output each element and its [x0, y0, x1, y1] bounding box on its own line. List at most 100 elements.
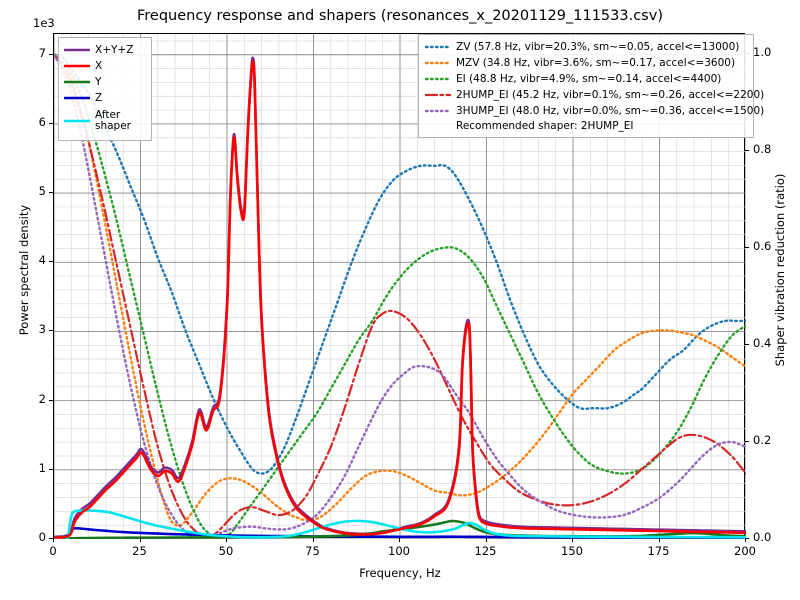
legend-item-2hump_ei[interactable]: 2HUMP_EI (45.2 Hz, vibr=0.1%, sm~=0.26, …: [425, 87, 764, 103]
y-tick-mark-left: [49, 261, 53, 263]
x-tick: 150: [561, 544, 583, 558]
y-tick-left: 7: [38, 45, 46, 60]
legend-color-swatch-icon: [425, 73, 451, 85]
legend-item-label: 2HUMP_EI (45.2 Hz, vibr=0.1%, sm~=0.26, …: [456, 89, 765, 101]
legend-color-swatch-icon: [64, 44, 90, 56]
curve-3hump_ei: [54, 53, 746, 539]
legend-item-label: Z: [95, 92, 103, 104]
legend-item-ei[interactable]: EI (48.8 Hz, vibr=4.9%, sm~=0.14, accel<…: [425, 71, 747, 87]
legend-swatch-line: [425, 45, 451, 49]
y-tick-right: 0.4: [753, 336, 772, 351]
legend-color-swatch-icon: [425, 41, 451, 53]
y-tick-left: 3: [38, 322, 46, 337]
y-tick-mark-left: [49, 538, 53, 539]
legend-item-y[interactable]: Y: [64, 74, 146, 90]
y-tick-right: 0.6: [753, 239, 772, 254]
x-tick: 0: [49, 544, 57, 558]
x-tick: 175: [647, 544, 670, 558]
x-tick: 100: [388, 544, 410, 558]
curve-after: [54, 509, 746, 539]
legend-swatch-line: [64, 96, 90, 100]
legend-item-z[interactable]: Z: [64, 90, 146, 106]
legend-swatch-line: [425, 93, 451, 97]
y-tick-right: 0.8: [753, 142, 772, 157]
curve-ei: [54, 53, 746, 539]
y-tick-mark-left: [49, 122, 53, 124]
x-tick-mark: [745, 538, 746, 542]
y-tick-mark-right: [745, 344, 749, 346]
x-tick-mark: [572, 538, 573, 542]
x-tick-mark: [399, 538, 400, 542]
y-tick-left: 4: [38, 253, 46, 268]
x-tick: 125: [474, 544, 497, 558]
legend-item-label: 3HUMP_EI (48.0 Hz, vibr=0.0%, sm~=0.36, …: [456, 105, 765, 117]
y-tick-mark-right: [745, 247, 749, 249]
legend-item-zv[interactable]: ZV (57.8 Hz, vibr=20.3%, sm~=0.05, accel…: [425, 39, 747, 55]
y-tick-mark-left: [49, 330, 53, 332]
recommended-shaper-text: Recommended shaper: 2HUMP_EI: [456, 120, 634, 132]
legend-item-x+y+z[interactable]: X+Y+Z: [64, 42, 146, 58]
page-title: Frequency response and shapers (resonanc…: [137, 8, 663, 24]
y-tick-right: 0.2: [753, 433, 772, 448]
legend-item-label: MZV (34.8 Hz, vibr=3.6%, sm~=0.17, accel…: [456, 57, 736, 69]
x-tick-mark: [139, 538, 141, 542]
x-tick-mark: [53, 538, 54, 542]
legend-color-swatch-icon: [425, 57, 451, 69]
legend-swatch-line: [64, 80, 90, 84]
y-tick-left: 1: [38, 460, 46, 475]
legend-color-swatch-icon: [64, 60, 90, 72]
curve-mzv: [54, 53, 746, 528]
x-tick: 25: [132, 544, 147, 558]
y-tick-mark-left: [49, 192, 53, 194]
legend-swatch-line: [425, 109, 451, 113]
legend-item-label: ZV (57.8 Hz, vibr=20.3%, sm~=0.05, accel…: [456, 41, 740, 53]
curve-x: [54, 59, 746, 539]
y-tick-left: 2: [38, 391, 46, 406]
x-tick: 50: [218, 544, 234, 558]
y-tick-mark-right: [745, 538, 749, 539]
legend-shapers: ZV (57.8 Hz, vibr=20.3%, sm~=0.05, accel…: [418, 34, 764, 138]
y-tick-left: 5: [38, 184, 46, 199]
y-tick-right: 1.0: [753, 45, 772, 60]
legend-color-swatch-icon: [64, 115, 90, 127]
y-tick-mark-right: [745, 441, 749, 443]
legend-swatch-line: [64, 48, 90, 52]
legend-item-aftershaper[interactable]: After shaper: [64, 106, 146, 136]
y-tick-mark-left: [49, 53, 53, 55]
y-tick-left: 6: [38, 114, 46, 129]
x-tick-mark: [485, 538, 487, 542]
legend-item-x[interactable]: X: [64, 58, 146, 74]
curve-zv: [54, 53, 746, 475]
legend-color-swatch-icon: [425, 105, 451, 117]
y-tick-mark-right: [745, 150, 749, 152]
x-tick-mark: [312, 538, 314, 542]
x-tick-mark: [658, 538, 660, 542]
curve-2hump_ei: [54, 53, 746, 537]
legend-item-3hump_ei[interactable]: 3HUMP_EI (48.0 Hz, vibr=0.0%, sm~=0.36, …: [425, 103, 764, 119]
x-tick: 200: [734, 544, 756, 558]
legend-swatch-line: [64, 64, 90, 68]
legend-swatch-line: [64, 119, 90, 123]
legend-item-label: Y: [95, 76, 102, 88]
x-tick: 75: [305, 544, 320, 558]
legend-item-label: EI (48.8 Hz, vibr=4.9%, sm~=0.14, accel<…: [456, 73, 722, 85]
legend-color-swatch-icon: [64, 92, 90, 104]
legend-item-mzv[interactable]: MZV (34.8 Hz, vibr=3.6%, sm~=0.17, accel…: [425, 55, 747, 71]
x-axis-label: Frequency, Hz: [359, 566, 441, 580]
y-tick-right: 0.0: [753, 530, 772, 544]
legend-swatch-line: [425, 77, 451, 81]
legend-swatch-line: [425, 61, 451, 65]
curve-y: [54, 519, 746, 539]
legend-color-swatch-icon: [425, 89, 451, 101]
y-axis-label-right: Shaper vibration reduction (ratio): [773, 173, 787, 367]
y-axis-exponent-label: 1e3: [33, 16, 55, 30]
x-tick-mark: [226, 538, 227, 542]
legend-color-swatch-icon: [64, 76, 90, 88]
legend-item-label: After shaper: [95, 109, 132, 132]
y-tick-mark-left: [49, 468, 53, 470]
legend-item-label: X: [95, 60, 103, 72]
y-tick-mark-left: [49, 399, 53, 401]
data-curves: [54, 53, 746, 539]
legend-item-label: X+Y+Z: [95, 44, 134, 56]
